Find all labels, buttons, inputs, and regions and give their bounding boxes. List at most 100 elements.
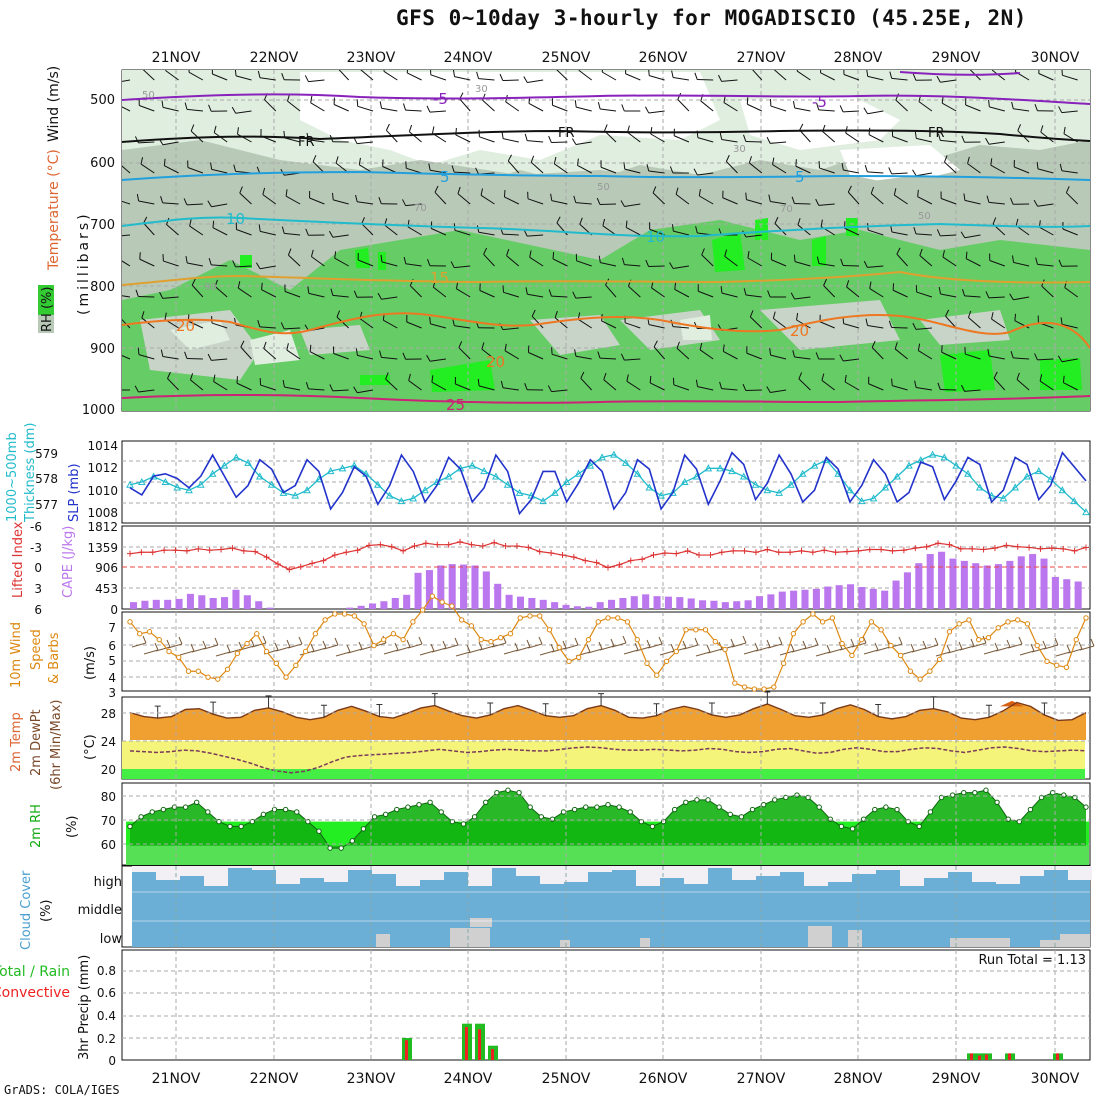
- cape-bar: [767, 594, 774, 609]
- rh-point: [717, 805, 721, 809]
- wind-speed-point: [1084, 616, 1088, 620]
- slp-right-tick-1014: 1014: [87, 439, 118, 453]
- cloud-high-block: [420, 866, 444, 880]
- surface-barb-flag: [455, 638, 458, 645]
- rh-point: [206, 810, 210, 814]
- wind-speed-point: [538, 614, 542, 618]
- wind-speed-point: [1064, 665, 1068, 669]
- rh-point: [261, 812, 265, 816]
- wind-speed-point: [303, 649, 307, 653]
- wind-speed-point: [235, 651, 239, 655]
- label-temp20-a: 20: [176, 317, 195, 335]
- lifted-index-point: [719, 549, 725, 555]
- cape-bar: [198, 595, 205, 609]
- cape-bar: [141, 601, 148, 609]
- date-label-bottom-28NOV: 28NOV: [834, 1071, 883, 1087]
- rh-point: [1050, 790, 1054, 794]
- lifted-index-point: [855, 548, 861, 554]
- wind-speed-point: [420, 608, 424, 612]
- wind-speed-point: [703, 628, 707, 632]
- lifted-index-point: [343, 549, 349, 555]
- lifted-index-point: [514, 543, 520, 549]
- label-fr-c: FR: [928, 126, 945, 141]
- lifted-index-point: [457, 539, 463, 545]
- rh-point: [739, 815, 743, 819]
- rh-point: [606, 803, 610, 807]
- rh-point: [272, 807, 276, 811]
- date-label-top-27NOV: 27NOV: [737, 50, 786, 66]
- surface-barb-flag: [347, 645, 350, 652]
- lifted-index-point: [685, 548, 691, 554]
- label-rh30-a: 30: [475, 84, 488, 95]
- wind-speed-point: [430, 594, 434, 598]
- cape-bar: [210, 598, 217, 609]
- rh-point: [194, 800, 198, 804]
- temp-tick-28: 28: [101, 707, 116, 721]
- cape-bar: [358, 606, 365, 609]
- cape-bar: [494, 584, 501, 609]
- wind-speed-point: [528, 614, 532, 618]
- upper-barb-flag: [119, 310, 122, 316]
- cape-bar: [471, 565, 478, 609]
- rh-point: [350, 839, 354, 843]
- cape-bar: [528, 598, 535, 609]
- wind-speed-point: [859, 637, 863, 641]
- rh-point: [228, 824, 232, 828]
- rh-point: [984, 788, 988, 792]
- cloud-high-block: [636, 866, 660, 886]
- rh-point: [528, 805, 532, 809]
- precip-convective-bar: [405, 1040, 408, 1060]
- cape-bar: [232, 590, 239, 609]
- upper-barb-flag: [407, 66, 408, 73]
- slp-right-tick-1010: 1010: [87, 484, 118, 498]
- surface-barb-flag: [767, 640, 770, 647]
- wind-speed-point: [908, 669, 912, 673]
- cloud-high-block: [372, 866, 396, 874]
- lifted-index-point: [594, 560, 600, 566]
- surface-barb-flag: [995, 643, 998, 650]
- cloud-high-block: [1020, 866, 1044, 876]
- lifted-index-point: [525, 544, 531, 550]
- surface-barb-flag: [1067, 645, 1070, 652]
- rh-point: [728, 812, 732, 816]
- cloud-low-block: [1040, 940, 1060, 947]
- lifted-index-point: [537, 549, 543, 555]
- wind-speed-point: [752, 687, 756, 691]
- upper-barb-flag: [966, 252, 967, 259]
- cape-bar: [710, 601, 717, 609]
- cloud-high-block: [708, 866, 732, 868]
- cloud-background: [132, 866, 1090, 947]
- upper-barb-shaft: [138, 296, 154, 297]
- surface-barb-flag: [527, 640, 530, 647]
- cloud-high-block: [1068, 866, 1092, 880]
- cape-bar: [756, 596, 763, 609]
- precip-label-conv: Convective: [0, 985, 70, 1001]
- cape-bar: [153, 600, 160, 609]
- lifted-index-point: [582, 558, 588, 564]
- precip-tick-0.6: 0.6: [97, 986, 116, 1000]
- wind-speed-point: [186, 669, 190, 673]
- cape-bar: [483, 571, 490, 609]
- label-temp-minus5-b: -5: [812, 93, 827, 111]
- lifted-index-point: [150, 549, 156, 555]
- wind-speed-point: [138, 632, 142, 636]
- slp-right-tick-1012: 1012: [87, 461, 118, 475]
- surface-barb-flag: [203, 641, 206, 648]
- lifted-index-point: [833, 549, 839, 555]
- lifted-index-point: [639, 556, 645, 562]
- cloud-low-block: [470, 918, 492, 927]
- lifted-index-point: [161, 547, 167, 553]
- precip-label-3hr: 3hr Precip (mm): [77, 955, 92, 1060]
- lifted-index-point: [1049, 545, 1055, 551]
- cape-bar: [551, 602, 558, 609]
- cape-bar: [1040, 559, 1047, 609]
- cape-bar: [813, 589, 820, 609]
- label-fr-a: FR: [298, 135, 315, 150]
- wind-speed-point: [381, 637, 385, 641]
- surface-barb-flag: [743, 636, 746, 643]
- cape-bar: [540, 600, 547, 609]
- surface-barb-flag: [407, 640, 410, 647]
- rh-point: [850, 827, 854, 831]
- rh-point: [706, 798, 710, 802]
- lifted-index-point: [127, 551, 133, 557]
